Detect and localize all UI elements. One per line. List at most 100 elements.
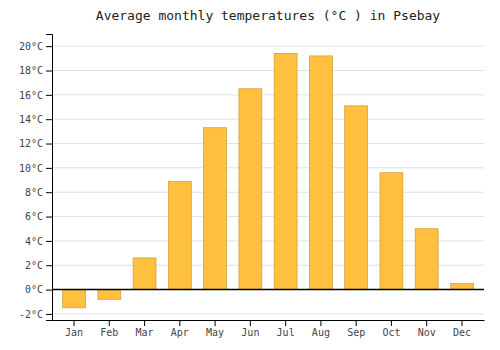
grid-line bbox=[52, 70, 484, 71]
y-axis-line bbox=[46, 35, 53, 321]
x-tick-mark bbox=[356, 320, 357, 326]
y-tick-label: 6°C bbox=[25, 211, 43, 222]
x-tick-label: Nov bbox=[418, 327, 436, 338]
x-tick: Aug bbox=[312, 320, 330, 338]
x-tick-label: Mar bbox=[136, 327, 154, 338]
bar bbox=[239, 89, 262, 290]
y-tick-label: 4°C bbox=[25, 236, 43, 247]
y-tick-label: 12°C bbox=[19, 138, 43, 149]
y-axis: -2°C 0°C 2°C 4°C 6°C 8°C 10°C 12°C 14°C 16°C 18°C 2… bbox=[19, 35, 53, 321]
y-tick-mark bbox=[46, 290, 52, 291]
title: Average monthly temperatures (°C ) in Ps… bbox=[96, 8, 441, 23]
x-tick-label: Sep bbox=[347, 327, 365, 338]
x-tick-label: Oct bbox=[382, 327, 400, 338]
y-tick-label: 18°C bbox=[19, 65, 43, 76]
x-tick: Feb bbox=[100, 320, 118, 338]
bar bbox=[168, 181, 191, 289]
x-tick: Apr bbox=[171, 320, 189, 338]
x-tick-mark bbox=[320, 320, 321, 326]
bar bbox=[450, 283, 473, 289]
bar bbox=[309, 56, 332, 290]
y-tick: 20°C bbox=[19, 41, 52, 52]
bar bbox=[63, 290, 86, 308]
x-tick-mark bbox=[179, 320, 180, 326]
y-tick: 12°C bbox=[19, 138, 52, 149]
x-axis-line bbox=[53, 320, 485, 321]
x-tick-mark bbox=[215, 320, 216, 326]
y-tick-label: 14°C bbox=[19, 114, 43, 125]
x-tick: Nov bbox=[418, 320, 436, 338]
bar bbox=[204, 128, 227, 290]
y-tick: 18°C bbox=[19, 65, 52, 76]
y-tick-label: 20°C bbox=[19, 41, 43, 52]
x-tick-mark bbox=[461, 320, 462, 326]
x-tick-label: Dec bbox=[453, 327, 471, 338]
y-tick: 6°C bbox=[25, 211, 52, 222]
y-tick: 2°C bbox=[25, 260, 52, 271]
x-tick-label: May bbox=[206, 327, 224, 338]
x-tick-mark bbox=[250, 320, 251, 326]
grid-line bbox=[52, 143, 484, 144]
x-tick-label: Apr bbox=[171, 327, 189, 338]
x-tick-label: Jun bbox=[241, 327, 259, 338]
y-tick-mark bbox=[46, 265, 52, 266]
x-axis: Jan Feb Mar Apr May Jun Jul Aug Sep Oct Nov Dec bbox=[53, 320, 485, 338]
y-tick-label: 10°C bbox=[19, 163, 43, 174]
x-tick-label: Jan bbox=[65, 327, 83, 338]
y-tick-mark bbox=[46, 46, 52, 47]
y-tick: 0°C bbox=[25, 284, 52, 295]
bar bbox=[98, 290, 121, 300]
y-tick-label: 0°C bbox=[25, 284, 43, 295]
y-tick-label: 2°C bbox=[25, 260, 43, 271]
x-tick-mark bbox=[144, 320, 145, 326]
y-tick-mark bbox=[46, 144, 52, 145]
plot: -2°C 0°C 2°C 4°C 6°C 8°C 10°C 12°C 14°C 16°C 18°C 2… bbox=[19, 35, 485, 339]
bars bbox=[63, 53, 474, 307]
grid-line bbox=[52, 313, 484, 314]
x-tick-mark bbox=[426, 320, 427, 326]
y-tick-mark bbox=[46, 71, 52, 72]
y-tick: -2°C bbox=[19, 309, 52, 320]
x-tick: Dec bbox=[453, 320, 471, 338]
grid bbox=[52, 46, 484, 314]
grid-line bbox=[52, 119, 484, 120]
y-tick-mark bbox=[46, 217, 52, 218]
bar bbox=[274, 53, 297, 289]
x-tick-mark bbox=[391, 320, 392, 326]
x-tick-label: Jul bbox=[277, 327, 295, 338]
grid-line bbox=[52, 192, 484, 193]
x-tick: May bbox=[206, 320, 224, 338]
x-tick-mark bbox=[74, 320, 75, 326]
bar bbox=[133, 258, 156, 290]
y-tick-label: 8°C bbox=[25, 187, 43, 198]
bar bbox=[380, 173, 403, 290]
y-tick-mark bbox=[46, 168, 52, 169]
x-tick-mark bbox=[285, 320, 286, 326]
y-tick: 4°C bbox=[25, 236, 52, 247]
y-tick-mark bbox=[46, 241, 52, 242]
y-tick-label: 16°C bbox=[19, 90, 43, 101]
y-tick: 10°C bbox=[19, 163, 52, 174]
grid-line bbox=[52, 94, 484, 95]
y-tick-mark bbox=[46, 95, 52, 96]
x-tick-label: Aug bbox=[312, 327, 330, 338]
chart: Average monthly temperatures (°C ) in Ps… bbox=[0, 0, 500, 350]
grid-line bbox=[52, 167, 484, 168]
bar bbox=[345, 106, 368, 290]
y-tick-mark bbox=[46, 314, 52, 315]
grid-line bbox=[52, 289, 484, 290]
y-tick-mark bbox=[46, 119, 52, 120]
grid-line bbox=[52, 46, 484, 47]
zero-line bbox=[52, 289, 484, 291]
y-tick: 16°C bbox=[19, 90, 52, 101]
x-tick: Jan bbox=[65, 320, 83, 338]
x-tick: Sep bbox=[347, 320, 365, 338]
x-tick: Jun bbox=[241, 320, 259, 338]
y-tick: 8°C bbox=[25, 187, 52, 198]
x-tick-mark bbox=[109, 320, 110, 326]
grid-line bbox=[52, 216, 484, 217]
x-tick-label: Feb bbox=[100, 327, 118, 338]
y-tick-mark bbox=[46, 192, 52, 193]
x-tick: Jul bbox=[277, 320, 295, 338]
x-tick: Oct bbox=[382, 320, 400, 338]
